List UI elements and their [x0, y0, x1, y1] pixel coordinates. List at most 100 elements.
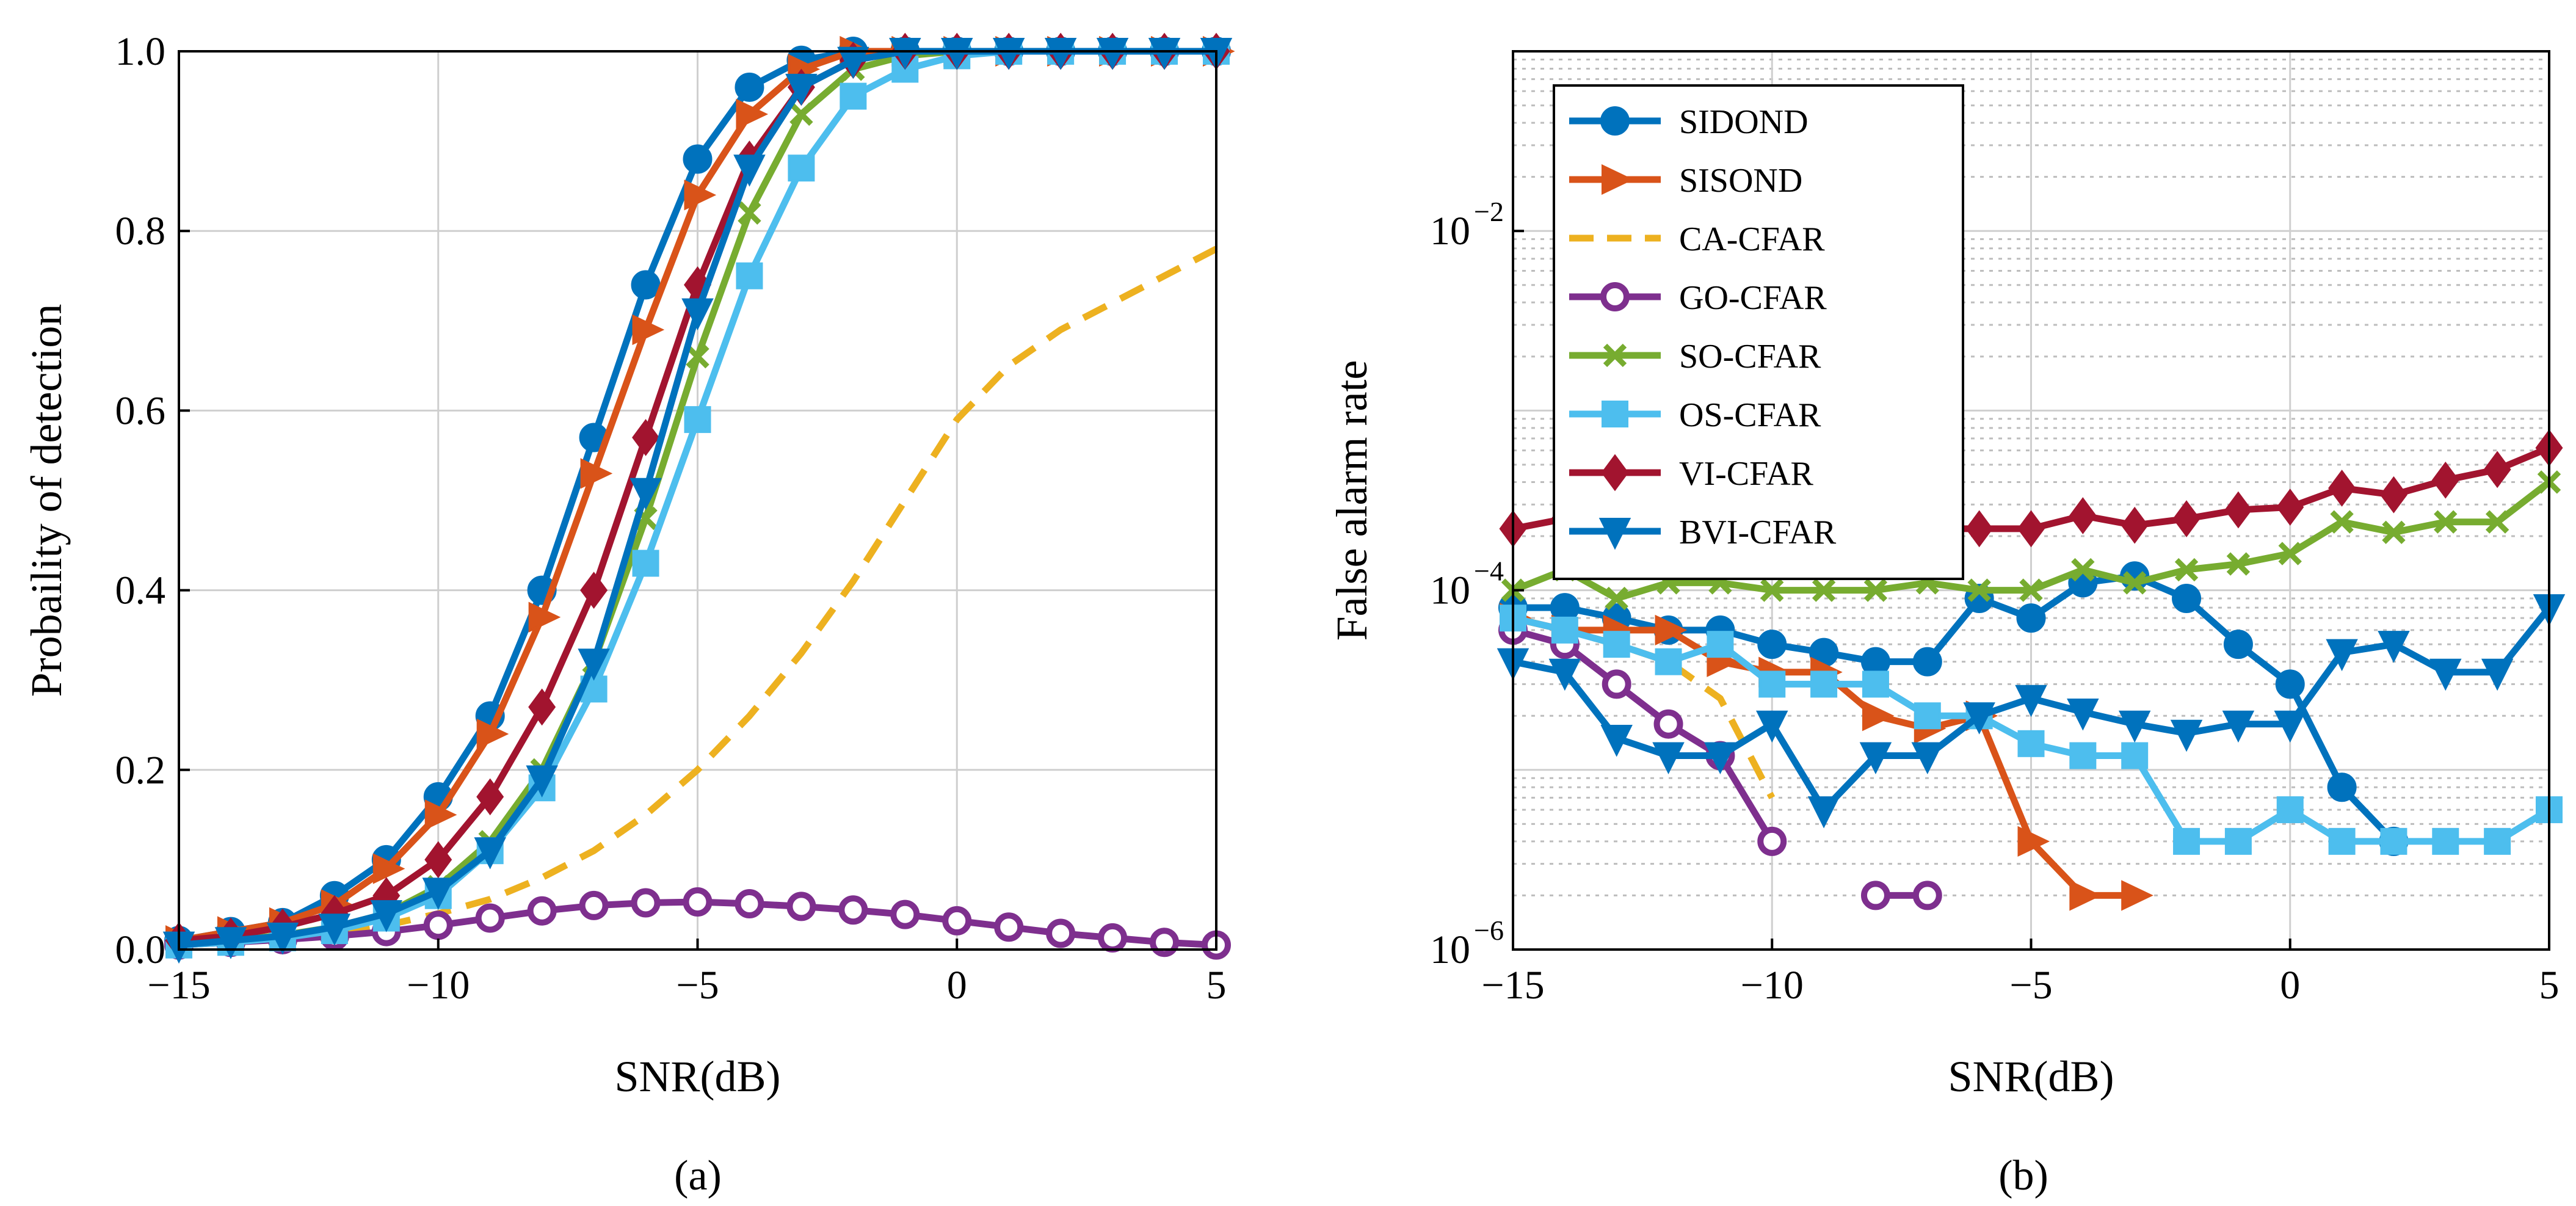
data-point-vi-cfar [2483, 451, 2511, 489]
data-point-os-cfar [1862, 670, 1889, 698]
data-point-sisond [580, 458, 613, 489]
x-tick-label: −15 [147, 963, 210, 1008]
data-point-bvi-cfar [526, 765, 558, 797]
legend-label: SISOND [1679, 162, 1802, 200]
data-point-vi-cfar [632, 419, 660, 456]
data-point-os-cfar [2173, 827, 2200, 855]
legend-item-so-cfar: SO-CFAR [1569, 338, 1821, 376]
data-point-bvi-cfar [2015, 685, 2047, 717]
data-point-vi-cfar [2276, 489, 2304, 526]
legend-label: OS-CFAR [1679, 396, 1821, 434]
data-point-bvi-cfar [629, 478, 662, 510]
x-marker-stroke [789, 102, 813, 126]
data-point-bvi-cfar [1148, 38, 1181, 70]
data-point-sisond [1862, 700, 1895, 732]
data-point-sidond [2016, 603, 2046, 633]
data-point-sidond [1912, 647, 1942, 677]
data-point-bvi-cfar [1096, 38, 1129, 70]
legend-marker [1600, 282, 1630, 311]
data-point-sisond [372, 853, 405, 884]
data-point-go-cfar [1046, 918, 1076, 948]
x-marker-stroke [1812, 578, 1836, 602]
data-point-bvi-cfar [1600, 724, 1633, 757]
legend-marker [1603, 343, 1627, 368]
legend-item-bvi-cfar: BVI-CFAR [1569, 514, 1837, 551]
y-tick-label: 0.6 [115, 388, 166, 433]
data-point-vi-cfar [2379, 476, 2407, 514]
data-point-bvi-cfar [785, 73, 818, 106]
data-point-vi-cfar [2017, 510, 2045, 548]
series-ca-cfar [178, 245, 1218, 949]
data-point-bvi-cfar [578, 648, 610, 681]
data-point-bvi-cfar [992, 38, 1025, 70]
data-point-vi-cfar [2328, 470, 2356, 507]
data-point-so-cfar [1760, 578, 1784, 602]
data-point-os-cfar [2121, 742, 2149, 769]
x-marker-stroke [2485, 510, 2509, 534]
data-point-sisond [528, 601, 561, 633]
data-point-vi-cfar [424, 841, 452, 879]
data-point-os-cfar [1914, 702, 1941, 730]
legend-item-os-cfar: OS-CFAR [1569, 396, 1821, 434]
data-point-bvi-cfar [2481, 658, 2514, 691]
data-point-bvi-cfar [837, 46, 869, 79]
legend-item-go-cfar: GO-CFAR [1569, 279, 1827, 317]
x-tick-label: −10 [1741, 963, 1804, 1008]
x-marker-stroke [2123, 571, 2147, 595]
x-tick-label: −15 [1481, 963, 1544, 1008]
data-point-sidond [735, 72, 764, 102]
data-point-so-cfar [2278, 542, 2302, 565]
data-point-go-cfar [942, 906, 972, 935]
x-tick-label: −5 [676, 963, 719, 1008]
data-point-go-cfar [1150, 928, 1180, 957]
data-point-bvi-cfar [422, 877, 454, 910]
data-point-vi-cfar [476, 778, 504, 816]
legend-item-sidond: SIDOND [1569, 103, 1809, 141]
data-point-bvi-cfar [1911, 742, 1944, 774]
data-point-go-cfar [527, 896, 557, 926]
legend-marker [1598, 518, 1631, 550]
data-point-so-cfar [1967, 578, 1991, 602]
data-point-so-cfar [2019, 578, 2043, 602]
x-marker-stroke [2071, 558, 2095, 582]
data-point-bvi-cfar [2170, 719, 2203, 752]
data-point-bvi-cfar [2222, 710, 2255, 743]
data-point-so-cfar [2071, 558, 2095, 582]
legend-label: CA-CFAR [1679, 220, 1825, 258]
data-point-sisond [2121, 880, 2153, 911]
data-point-sisond [1655, 614, 1688, 646]
data-point-so-cfar [2123, 571, 2147, 595]
data-point-bvi-cfar [733, 154, 766, 187]
data-point-so-cfar [1863, 578, 1888, 602]
x-marker-stroke [2278, 542, 2302, 565]
x-tick-label: 0 [2280, 963, 2300, 1008]
data-point-go-cfar [1757, 826, 1787, 856]
data-point-so-cfar [2226, 552, 2251, 576]
legend-item-ca-cfar: CA-CFAR [1569, 220, 1825, 258]
data-point-go-cfar [423, 910, 453, 940]
data-point-bvi-cfar [1807, 796, 1840, 829]
x-marker-stroke [2019, 578, 2043, 602]
y-tick-label: 0.4 [115, 568, 166, 613]
data-point-so-cfar [686, 344, 709, 369]
data-point-bvi-cfar [1652, 742, 1685, 774]
x-tick-label: −5 [2009, 963, 2052, 1008]
legend-label: SO-CFAR [1679, 338, 1821, 376]
data-point-os-cfar [1603, 631, 1630, 658]
y-tick-label: 0.2 [115, 748, 166, 793]
data-point-bvi-cfar [2429, 658, 2462, 691]
y-tick-label: 1.0 [115, 29, 166, 74]
data-point-go-cfar [1860, 881, 1890, 910]
x-axis-label: SNR(dB) [614, 1052, 780, 1101]
data-point-sisond [2017, 826, 2050, 857]
data-point-bvi-cfar [889, 38, 921, 70]
x-marker-stroke [2434, 510, 2458, 534]
data-point-so-cfar [1605, 586, 1628, 611]
x-marker-stroke [1605, 586, 1628, 611]
data-point-sidond [2275, 669, 2305, 699]
data-point-os-cfar [1758, 670, 1786, 698]
x-marker-stroke [1760, 578, 1784, 602]
x-marker-stroke [686, 344, 709, 369]
